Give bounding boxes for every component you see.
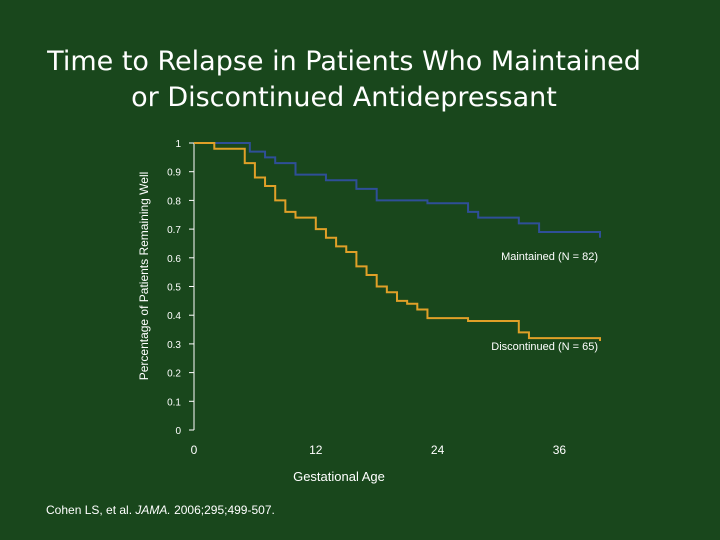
chart-labels: 0 0.1 0.2 0.3 0.4 0.5 0.6 0.7 0.8 0.9 1 0 12 24 36 Gest… xyxy=(137,139,598,484)
x-tick-label: 36 xyxy=(553,443,567,457)
x-tick-label: 0 xyxy=(191,443,198,457)
y-tick-label: 0.2 xyxy=(167,369,181,380)
maintained-series-label: Maintained (N = 82) xyxy=(501,251,598,263)
citation-journal: JAMA. xyxy=(135,503,171,517)
chart-title-line-2: or Discontinued Antidepressant xyxy=(131,82,557,113)
y-tick-label: 0.3 xyxy=(167,340,181,351)
y-axis-title: Percentage of Patients Remaining Well xyxy=(137,172,151,381)
x-tick-label: 24 xyxy=(431,443,445,457)
y-tick-label: 0.1 xyxy=(167,397,181,408)
x-axis-title: Gestational Age xyxy=(293,469,385,484)
citation: Cohen LS, et al. JAMA. 2006;295;499-507. xyxy=(46,503,275,517)
y-tick-label: 0.8 xyxy=(167,196,181,207)
chart-title-line-1: Time to Relapse in Patients Who Maintain… xyxy=(47,46,641,77)
y-tick-label: 0 xyxy=(175,426,181,437)
y-tick-label: 0.9 xyxy=(167,168,181,179)
y-tick-label: 0.6 xyxy=(167,254,181,265)
x-tick-label: 12 xyxy=(309,443,323,457)
chart-title: Time to Relapse in Patients Who Maintain… xyxy=(0,44,688,116)
citation-authors: Cohen LS, et al. xyxy=(46,503,136,517)
y-tick-label: 0.5 xyxy=(167,283,181,294)
discontinued-series-line xyxy=(194,142,601,342)
citation-details: 2006;295;499-507. xyxy=(170,503,275,517)
chart-axes xyxy=(189,142,195,431)
y-tick-label: 0.7 xyxy=(167,225,181,236)
y-tick-label: 1 xyxy=(175,139,181,150)
discontinued-series-label: Discontinued (N = 65) xyxy=(491,341,598,353)
maintained-series-line xyxy=(194,142,601,238)
chart-series xyxy=(194,142,601,342)
y-tick-label: 0.4 xyxy=(167,311,181,322)
